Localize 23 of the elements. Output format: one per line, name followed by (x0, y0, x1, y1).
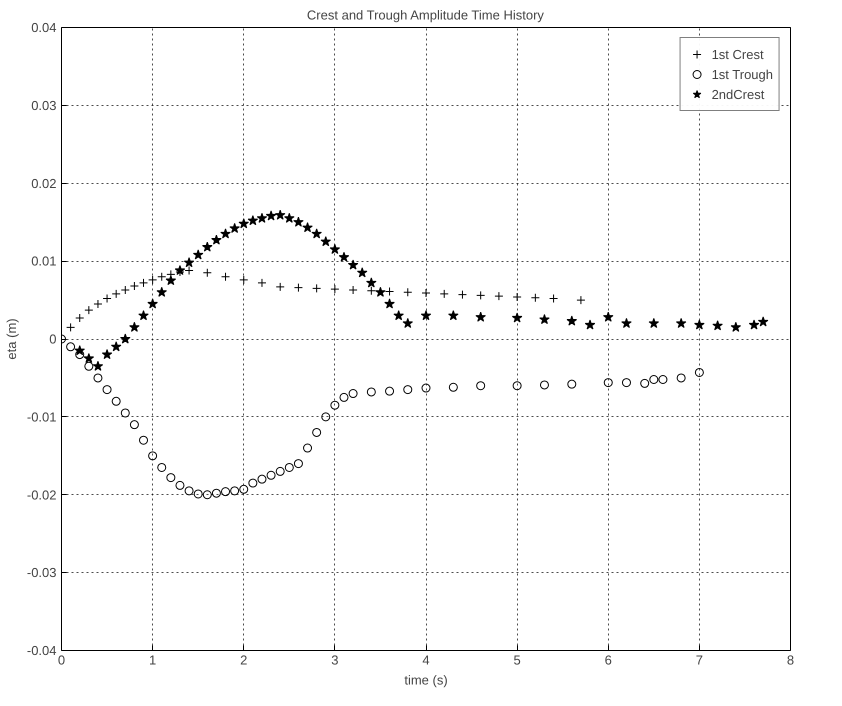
x-tick-label: 3 (331, 652, 338, 668)
legend-label: 2ndCrest (712, 86, 764, 102)
legend-label: 1st Crest (712, 46, 764, 62)
x-tick-label: 7 (696, 652, 703, 668)
x-tick-label: 5 (514, 652, 521, 668)
y-axis-title: eta (m) (4, 318, 19, 360)
x-tick-label: 1 (149, 652, 156, 668)
y-tick-label: -0.03 (26, 565, 57, 580)
y-tick-label: 0.02 (31, 176, 57, 191)
y-tick-label: 0.01 (31, 254, 57, 269)
x-tick-label: 4 (422, 652, 430, 668)
x-tick-label: 6 (604, 652, 612, 668)
x-tick-label: 8 (786, 652, 794, 668)
y-tick-label: -0.04 (26, 643, 57, 658)
x-tick-label: 2 (240, 652, 248, 668)
y-tick-label: 0.03 (31, 98, 57, 113)
y-tick-label: 0.04 (31, 20, 57, 35)
y-tick-label: -0.01 (26, 409, 57, 424)
legend-label: 1st Trough (712, 66, 773, 82)
chart-title: Crest and Trough Amplitude Time History (306, 8, 544, 22)
x-axis-title: time (s) (404, 672, 448, 688)
y-tick-label: -0.02 (26, 487, 57, 502)
y-tick-label: 0 (49, 332, 57, 346)
